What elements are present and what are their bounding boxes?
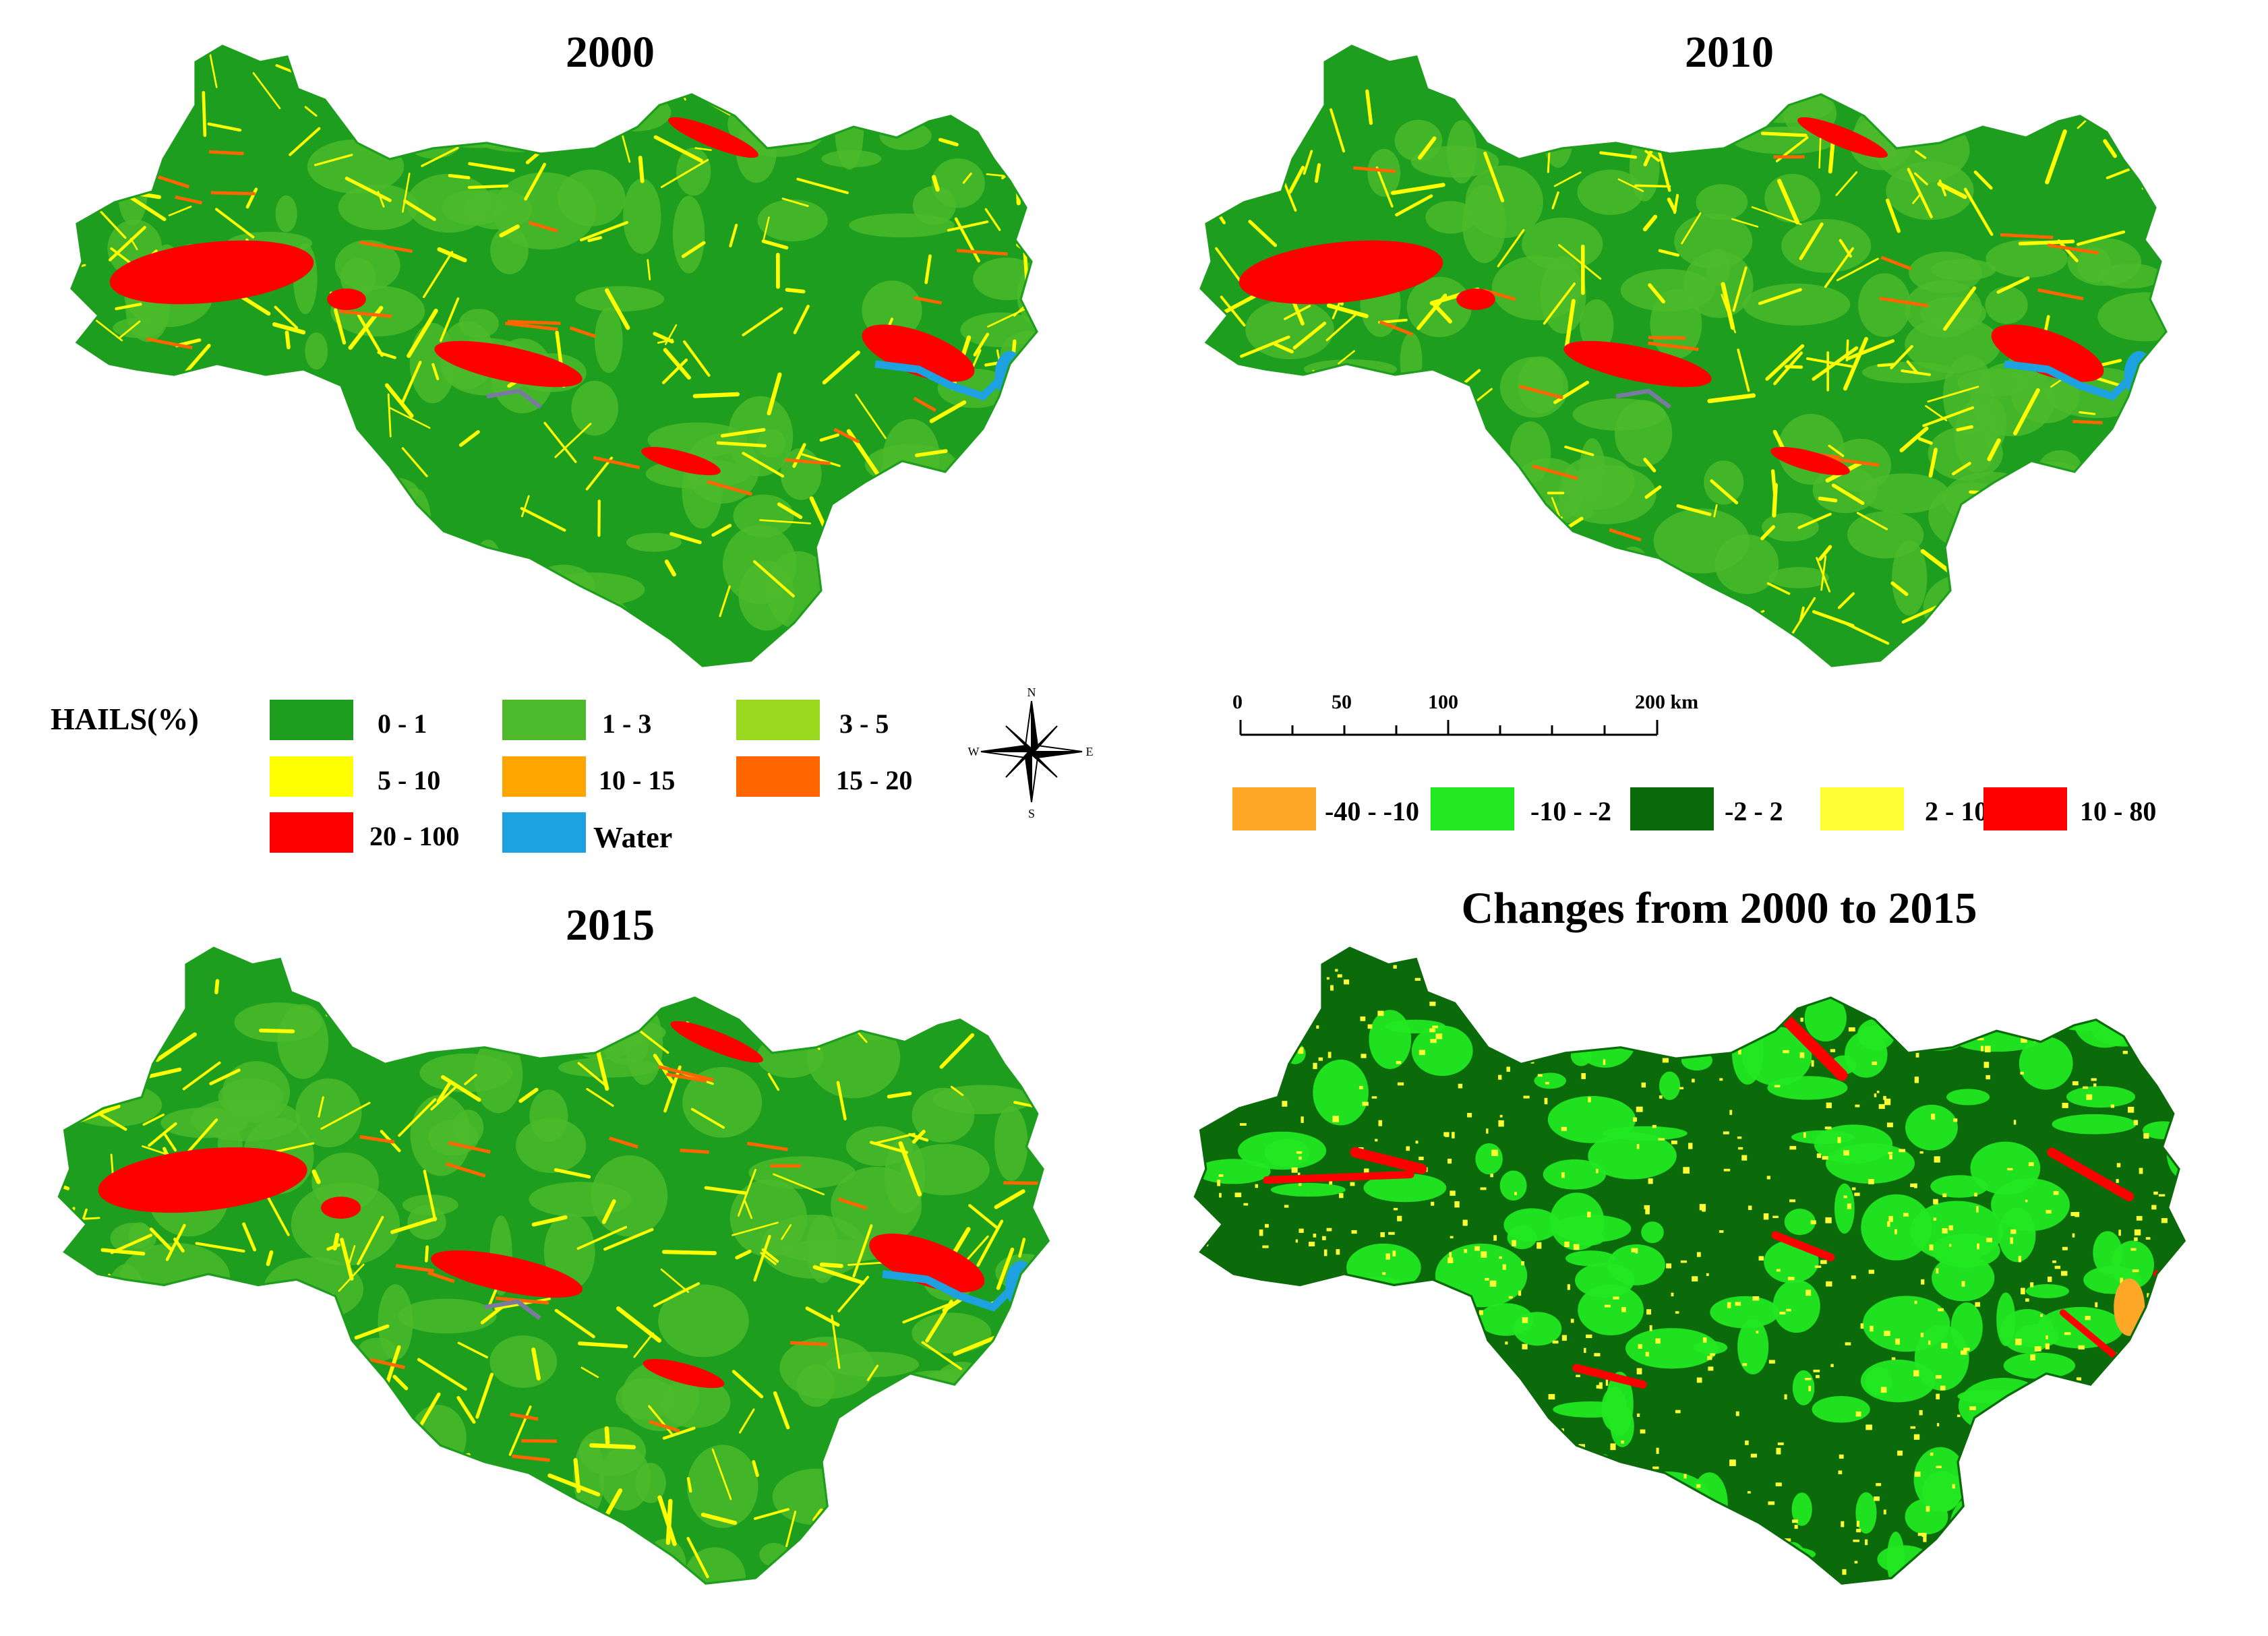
north-arrow-n: N: [1027, 686, 1036, 699]
scale-tick-0: 0: [1232, 691, 1243, 713]
hails-label-0: 0 - 1: [378, 708, 427, 739]
hails-label-6: 20 - 100: [369, 821, 460, 851]
change-swatch-4: [1983, 787, 2067, 830]
panel-title-2000: 2000: [566, 28, 655, 77]
hails-swatch-3: [270, 756, 353, 797]
hails-label-3: 5 - 10: [378, 765, 441, 795]
panel-title-2010: 2010: [1685, 28, 1774, 77]
hails-map-2010: [1199, 44, 2168, 667]
hails-swatch-6: [270, 812, 353, 853]
change-swatch-2: [1630, 787, 1714, 830]
scale-bar-line: [1239, 720, 1659, 736]
hails-map-2015: [57, 946, 1050, 1585]
change-label-3: 2 - 10: [1925, 796, 1988, 826]
hails-label-7: Water: [593, 821, 673, 854]
hails-label-1: 1 - 3: [602, 708, 652, 739]
scale-tick-200: 200 km: [1635, 691, 1699, 713]
hails-map-2000: [70, 44, 1038, 667]
hails-label-5: 15 - 20: [836, 765, 913, 795]
change-swatch-0: [1232, 787, 1316, 830]
north-arrow-s: S: [1028, 807, 1035, 820]
change-map-2000-2015: [1193, 946, 2186, 1585]
north-arrow-w: W: [968, 745, 980, 758]
north-arrow-icon: N S E W: [968, 686, 1094, 820]
hails-label-4: 10 - 15: [599, 765, 676, 795]
panel-title-2015: 2015: [566, 901, 655, 950]
change-label-1: -10 - -2: [1530, 796, 1611, 826]
hails-swatch-5: [736, 756, 820, 797]
hails-swatch-0: [270, 700, 353, 740]
hails-swatch-2: [736, 700, 820, 740]
north-arrow-e: E: [1086, 745, 1094, 758]
panel-title-change: Changes from 2000 to 2015: [1461, 884, 1977, 933]
change-swatch-1: [1431, 787, 1514, 830]
scale-tick-100: 100: [1428, 691, 1458, 713]
hails-swatch-4: [502, 756, 586, 797]
change-swatch-3: [1820, 787, 1904, 830]
hails-legend-title: HAILS(%): [51, 702, 199, 736]
change-label-2: -2 - 2: [1725, 796, 1783, 826]
hails-swatch-7: [502, 812, 586, 853]
scale-tick-50: 50: [1332, 691, 1352, 713]
hails-label-2: 3 - 5: [839, 708, 889, 739]
change-label-0: -40 - -10: [1325, 796, 1419, 826]
hails-swatch-1: [502, 700, 586, 740]
change-label-4: 10 - 80: [2080, 796, 2157, 826]
